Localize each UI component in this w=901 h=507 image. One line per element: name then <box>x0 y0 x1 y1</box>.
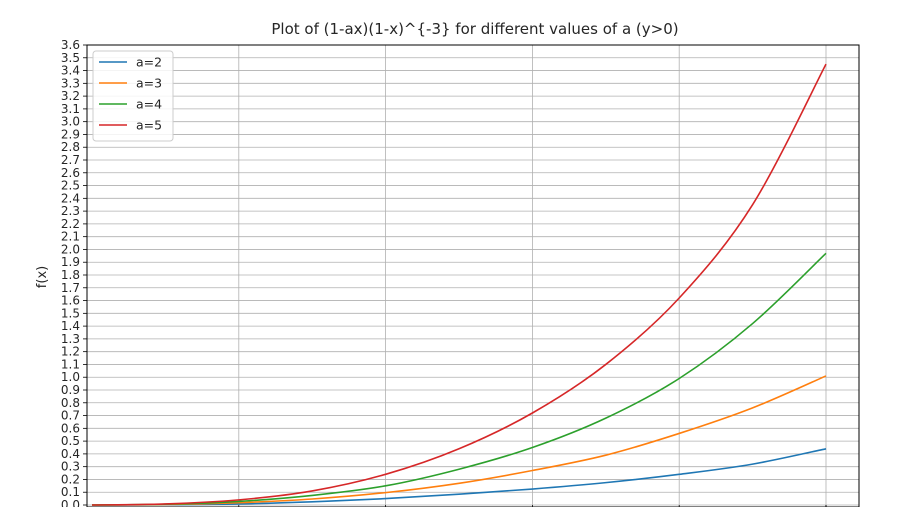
y-tick-label: 0.7 <box>61 409 80 423</box>
y-tick-label: 0.6 <box>61 421 80 435</box>
legend-entry: a=4 <box>136 97 162 112</box>
y-tick-label: 3.4 <box>61 64 80 78</box>
y-tick-label: 2.1 <box>61 230 80 244</box>
y-tick-label: 0.5 <box>61 434 80 448</box>
y-tick-label: 2.5 <box>61 179 80 193</box>
legend: a=2 a=3 a=4 a=5 <box>92 50 174 142</box>
y-axis-ticks: 0.00.10.20.30.40.50.60.70.80.91.01.11.21… <box>61 38 87 507</box>
y-tick-label: 1.7 <box>61 281 80 295</box>
y-tick-label: 1.8 <box>61 268 80 282</box>
y-tick-label: 3.2 <box>61 89 80 103</box>
series-line-a-5 <box>91 63 827 506</box>
y-tick-label: 1.5 <box>61 306 80 320</box>
y-tick-label: 2.2 <box>61 217 80 231</box>
y-axis-label: f(x) <box>35 266 50 288</box>
y-tick-label: 0.8 <box>61 396 80 410</box>
y-tick-label: 1.2 <box>61 345 80 359</box>
y-tick-label: 0.9 <box>61 383 80 397</box>
y-tick-label: 1.1 <box>61 357 80 371</box>
y-tick-label: 2.0 <box>61 242 80 256</box>
y-tick-label: 1.0 <box>61 370 80 384</box>
y-tick-label: 2.4 <box>61 191 80 205</box>
grid <box>87 44 859 507</box>
legend-box <box>92 50 174 142</box>
y-tick-label: 3.6 <box>61 38 80 52</box>
series-line-a-2 <box>91 447 827 506</box>
y-tick-label: 1.4 <box>61 319 80 333</box>
y-tick-label: 1.9 <box>61 255 80 269</box>
y-tick-label: 0.0 <box>61 498 80 507</box>
y-tick-label: 0.3 <box>61 460 80 474</box>
legend-entry: a=2 <box>136 55 162 70</box>
y-tick-label: 0.4 <box>61 447 80 461</box>
y-tick-label: 1.6 <box>61 294 80 308</box>
plot-frame <box>86 44 860 507</box>
y-tick-label: 2.6 <box>61 166 80 180</box>
y-tick-label: 3.1 <box>61 102 80 116</box>
series-line-a-3 <box>91 375 827 506</box>
y-tick-label: 3.0 <box>61 115 80 129</box>
y-tick-label: 3.5 <box>61 51 80 65</box>
y-tick-label: 1.3 <box>61 332 80 346</box>
legend-entry: a=3 <box>136 76 162 91</box>
y-tick-label: 2.9 <box>61 127 80 141</box>
y-tick-label: 2.8 <box>61 140 80 154</box>
series-line-a-4 <box>91 252 827 506</box>
legend-entry: a=5 <box>136 118 162 133</box>
y-tick-label: 0.2 <box>61 472 80 486</box>
y-tick-label: 3.3 <box>61 76 80 90</box>
y-tick-label: 0.1 <box>61 485 80 499</box>
chart-title: Plot of (1-ax)(1-x)^{-3} for different v… <box>271 20 678 38</box>
y-tick-label: 2.7 <box>61 153 80 167</box>
y-tick-label: 2.3 <box>61 204 80 218</box>
series-lines <box>91 63 827 506</box>
